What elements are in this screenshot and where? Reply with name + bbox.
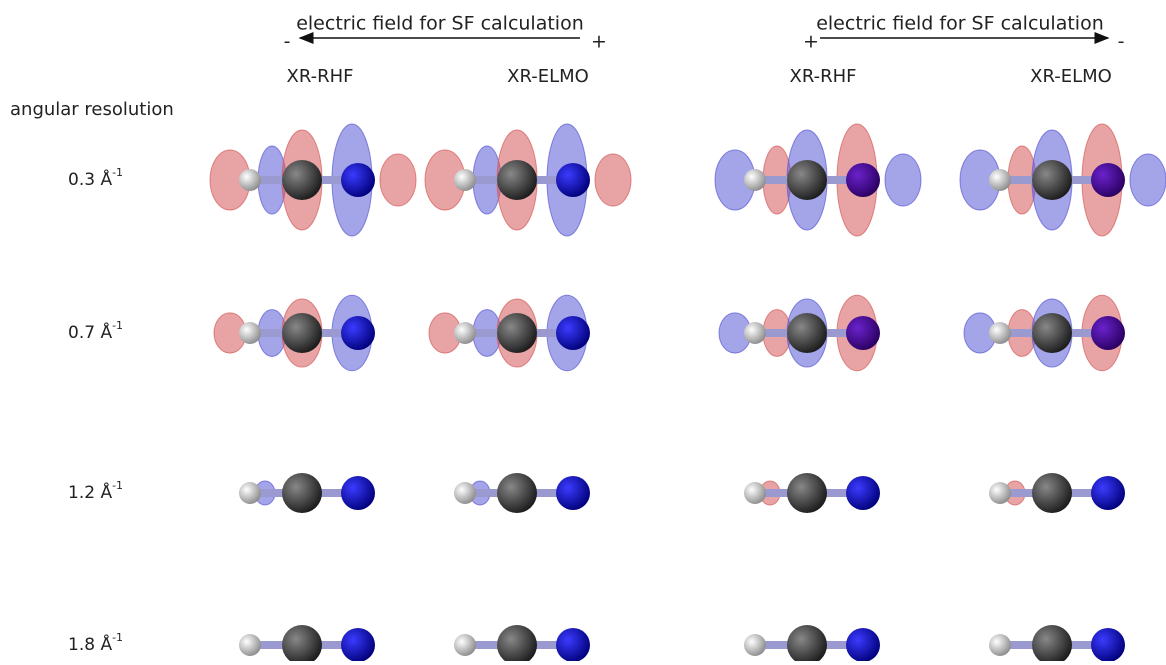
row-label-text: 1.8 Å: [68, 633, 112, 655]
atom-c: [282, 625, 322, 661]
atom-n: [846, 316, 880, 350]
atom-h: [989, 322, 1011, 344]
atom-n: [846, 163, 880, 197]
atom-h: [989, 169, 1011, 191]
sign: +: [803, 31, 819, 53]
atom-n: [1091, 163, 1125, 197]
atom-h: [454, 634, 476, 656]
field-label: electric field for SF calculation: [296, 13, 584, 35]
density-lobe: [885, 154, 921, 206]
atom-c: [787, 160, 827, 200]
atom-c: [787, 473, 827, 513]
atom-h: [239, 482, 261, 504]
row-label-text: 1.2 Å: [68, 481, 112, 503]
density-lobe: [595, 154, 631, 206]
sign: +: [591, 31, 607, 53]
atom-h: [744, 169, 766, 191]
molecule: [214, 295, 375, 371]
row-header: angular resolution: [10, 99, 174, 120]
molecule: [964, 295, 1125, 371]
atom-h: [744, 482, 766, 504]
atom-n: [341, 476, 375, 510]
atom-c: [282, 313, 322, 353]
atom-h: [454, 482, 476, 504]
atom-c: [497, 160, 537, 200]
molecule: [719, 295, 880, 371]
molecule: [715, 124, 921, 236]
atom-h: [744, 634, 766, 656]
atom-c: [787, 625, 827, 661]
row-label-sup: -1: [112, 166, 123, 179]
molecule: [454, 625, 590, 661]
atom-n: [556, 163, 590, 197]
atom-c: [282, 160, 322, 200]
molecule: [454, 473, 590, 513]
column-label: XR-ELMO: [507, 66, 589, 87]
atom-h: [239, 169, 261, 191]
atom-n: [846, 476, 880, 510]
atom-n: [341, 163, 375, 197]
atom-n: [1091, 476, 1125, 510]
atom-c: [1032, 160, 1072, 200]
row-label-text: 0.3 Å: [68, 168, 112, 190]
atom-c: [1032, 625, 1072, 661]
atom-h: [989, 634, 1011, 656]
atom-h: [744, 322, 766, 344]
molecule: [744, 625, 880, 661]
molecule: [989, 473, 1125, 513]
molecule: [425, 124, 631, 236]
row-label: 1.2 Å-1: [68, 479, 123, 503]
molecule: [989, 625, 1125, 661]
atom-n: [341, 628, 375, 661]
row-label-sup: -1: [112, 319, 123, 332]
atom-h: [989, 482, 1011, 504]
molecule: [960, 124, 1166, 236]
molecule: [744, 473, 880, 513]
row-label: 0.3 Å-1: [68, 166, 123, 190]
atom-n: [556, 316, 590, 350]
atom-n: [556, 476, 590, 510]
density-lobe: [1130, 154, 1166, 206]
row-label: 0.7 Å-1: [68, 319, 123, 343]
atom-c: [497, 625, 537, 661]
sign: -: [1118, 31, 1125, 53]
atom-n: [1091, 628, 1125, 661]
atom-c: [1032, 473, 1072, 513]
sign: -: [284, 31, 291, 53]
atom-h: [454, 322, 476, 344]
atom-h: [454, 169, 476, 191]
atom-c: [282, 473, 322, 513]
figure: electric field for SF calculation - + el…: [0, 0, 1166, 661]
atom-n: [556, 628, 590, 661]
atom-c: [787, 313, 827, 353]
molecule: [239, 625, 375, 661]
atom-c: [1032, 313, 1072, 353]
atom-n: [1091, 316, 1125, 350]
column-label: XR-RHF: [287, 66, 354, 87]
density-lobe: [380, 154, 416, 206]
atom-c: [497, 473, 537, 513]
molecule: [239, 473, 375, 513]
atom-n: [846, 628, 880, 661]
molecule: [210, 124, 416, 236]
atom-n: [341, 316, 375, 350]
row-label: 1.8 Å-1: [68, 631, 123, 655]
field-label: electric field for SF calculation: [816, 13, 1104, 35]
field-group: electric field for SF calculation - +: [284, 13, 607, 53]
column-label: XR-RHF: [790, 66, 857, 87]
atom-c: [497, 313, 537, 353]
row-label-sup: -1: [112, 479, 123, 492]
column-label: XR-ELMO: [1030, 66, 1112, 87]
field-group: electric field for SF calculation + -: [803, 13, 1124, 53]
atom-h: [239, 634, 261, 656]
molecule: [429, 295, 590, 371]
row-label-sup: -1: [112, 631, 123, 644]
row-label-text: 0.7 Å: [68, 321, 112, 343]
atom-h: [239, 322, 261, 344]
